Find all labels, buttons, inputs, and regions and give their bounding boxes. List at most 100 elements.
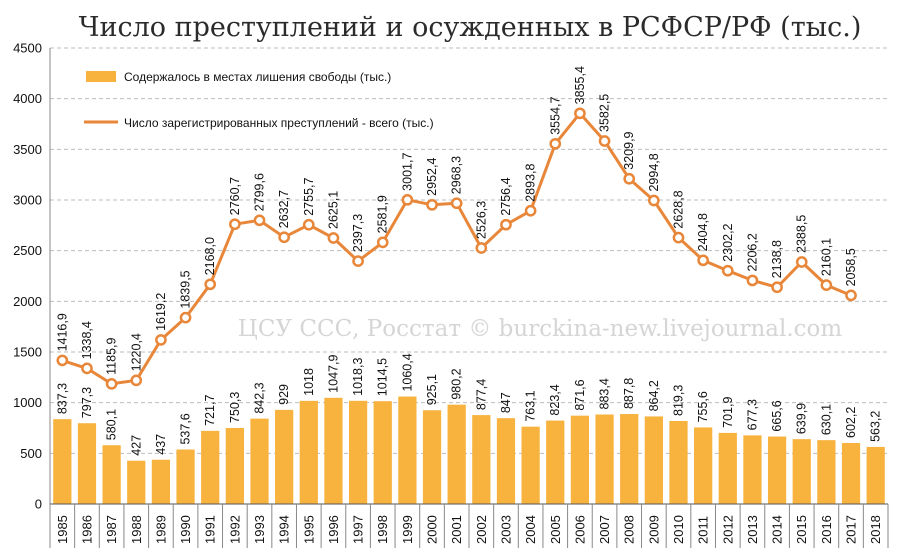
x-tick-label-1994: 1994 xyxy=(277,515,292,544)
y-tick-label-1000: 1000 xyxy=(13,395,42,410)
line-point-1997 xyxy=(352,255,364,267)
bar-label-2007: 883,4 xyxy=(598,378,612,409)
bar-label-2003: 847 xyxy=(499,392,513,413)
y-tick-label-3500: 3500 xyxy=(13,142,42,157)
bar-label-2005: 823,4 xyxy=(548,384,562,415)
bar-label-2010: 819,3 xyxy=(672,385,686,416)
line-label-1992: 2760,7 xyxy=(228,177,242,215)
bar-label-1994: 929 xyxy=(277,384,291,405)
bar-2006 xyxy=(570,415,590,504)
bar-label-1997: 1018,3 xyxy=(351,358,365,396)
x-tick-label-1990: 1990 xyxy=(178,515,193,544)
bar-1998 xyxy=(373,401,392,504)
x-tick-label-1996: 1996 xyxy=(326,515,341,544)
x-tick-label-1985: 1985 xyxy=(55,515,70,544)
bar-label-1999: 1060,4 xyxy=(400,353,414,391)
line-point-2006 xyxy=(574,107,586,120)
bar-2007 xyxy=(595,414,614,504)
x-tick-label-1993: 1993 xyxy=(252,515,267,544)
line-label-2015: 2388,5 xyxy=(795,215,809,253)
y-tick-label-0: 0 xyxy=(35,497,42,512)
line-point-1987 xyxy=(105,377,118,390)
line-point-1988 xyxy=(130,374,143,387)
line-point-1985 xyxy=(56,354,69,367)
y-tick-label-2000: 2000 xyxy=(13,294,42,309)
line-point-1986 xyxy=(81,362,93,375)
line-label-1990: 1839,5 xyxy=(179,270,193,308)
x-tick-label-2013: 2013 xyxy=(745,515,760,544)
x-tick-label-1999: 1999 xyxy=(400,515,415,544)
bar-2013 xyxy=(743,435,762,504)
line-point-1996 xyxy=(327,232,340,244)
x-tick-label-2009: 2009 xyxy=(646,515,661,544)
line-point-1991 xyxy=(204,278,217,291)
bar-2001 xyxy=(447,404,466,504)
x-tick-label-1988: 1988 xyxy=(129,515,144,544)
line-label-2011: 2404,8 xyxy=(696,213,710,251)
line-label-1999: 3001,7 xyxy=(400,153,414,191)
line-point-2015 xyxy=(795,256,808,268)
bar-label-1986: 797,3 xyxy=(80,387,94,418)
x-tick-label-1997: 1997 xyxy=(351,515,366,544)
line-label-2007: 3582,5 xyxy=(598,94,612,132)
bar-label-1996: 1047,9 xyxy=(326,355,340,393)
line-label-2006: 3855,4 xyxy=(573,66,587,104)
line-label-2001: 2968,3 xyxy=(450,156,464,194)
bar-1990 xyxy=(176,449,195,504)
bar-2005 xyxy=(546,420,565,504)
bar-label-2001: 980,2 xyxy=(450,368,464,399)
line-label-1995: 2755,7 xyxy=(302,177,316,215)
x-tick-label-1992: 1992 xyxy=(227,515,242,544)
line-point-2001 xyxy=(450,197,463,210)
bar-label-2018: 563,2 xyxy=(869,411,883,442)
y-tick-label-500: 500 xyxy=(20,446,42,461)
bar-label-2015: 639,9 xyxy=(795,403,809,434)
bar-2004 xyxy=(521,426,540,504)
bar-label-1991: 721,7 xyxy=(203,395,217,426)
line-point-2011 xyxy=(697,254,709,267)
bar-label-1995: 1018 xyxy=(302,368,316,396)
bar-series: 837,3 797,3 580,1 427 437 537,6 721,7 750,3 842,… xyxy=(53,353,885,504)
line-point-2017 xyxy=(845,289,857,302)
legend: Содержалось в местах лишения свободы (ты… xyxy=(84,70,434,130)
x-tick-label-1995: 1995 xyxy=(301,515,316,544)
bar-1986 xyxy=(77,423,97,504)
x-axis: 1985 1986 1987 1988 1989 1990 1991 1992 1993 1994… xyxy=(49,503,889,548)
x-tick-label-2007: 2007 xyxy=(597,515,612,544)
line-series: 1416,9 1338,4 1185,9 1220,4 1619,2 1839,5 2168… xyxy=(55,66,858,390)
line-label-1988: 1220,4 xyxy=(129,333,143,371)
x-tick-label-2018: 2018 xyxy=(868,515,883,544)
x-tick-label-1986: 1986 xyxy=(79,515,94,544)
line-point-2013 xyxy=(746,274,759,287)
x-tick-label-2004: 2004 xyxy=(523,515,538,544)
bar-1994 xyxy=(275,409,294,504)
bar-2009 xyxy=(644,416,663,504)
line-label-1998: 2581,9 xyxy=(376,195,390,233)
line-point-2012 xyxy=(721,264,734,277)
x-tick-label-2002: 2002 xyxy=(474,515,489,544)
line-point-1994 xyxy=(278,231,290,244)
line-label-1986: 1338,4 xyxy=(80,321,94,359)
bar-label-2011: 755,6 xyxy=(696,391,710,422)
line-point-2004 xyxy=(524,204,537,217)
bar-label-2000: 925,1 xyxy=(425,374,439,405)
bar-1988 xyxy=(127,460,146,504)
x-tick-label-2003: 2003 xyxy=(498,515,513,544)
y-tick-label-1500: 1500 xyxy=(13,345,42,360)
bar-1992 xyxy=(225,427,244,504)
x-tick-label-2015: 2015 xyxy=(794,515,809,544)
bar-2015 xyxy=(792,439,811,504)
bar-label-1985: 837,3 xyxy=(55,383,69,414)
legend-bar-swatch xyxy=(86,71,116,82)
x-tick-label-2011: 2011 xyxy=(696,516,711,544)
bar-1987 xyxy=(102,445,121,504)
line-point-2008 xyxy=(623,172,636,185)
bar-label-2009: 864,2 xyxy=(647,380,661,411)
legend-bar-label: Содержалось в местах лишения свободы (ты… xyxy=(124,70,391,84)
line-label-2009: 2994,8 xyxy=(647,153,661,191)
y-tick-label-4500: 4500 xyxy=(13,41,42,56)
x-tick-label-1987: 1987 xyxy=(104,515,119,544)
line-point-1998 xyxy=(376,236,389,249)
line-point-1999 xyxy=(401,193,414,206)
line-label-2003: 2756,4 xyxy=(499,177,513,215)
